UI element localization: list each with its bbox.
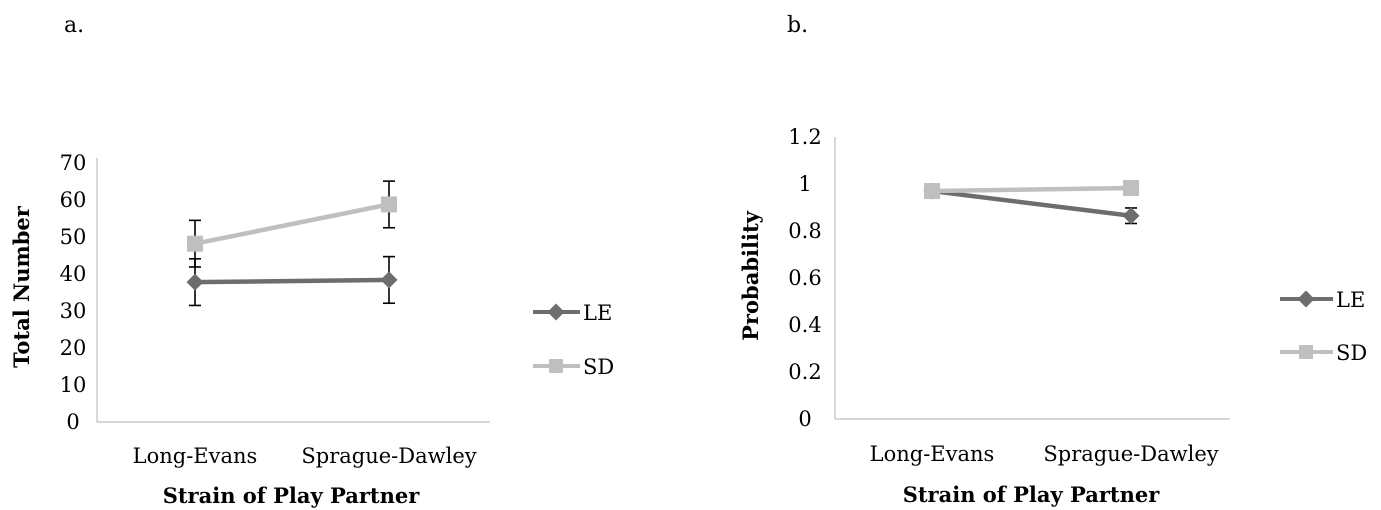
series-line-sd xyxy=(931,185,1132,194)
series-line-le xyxy=(194,277,390,285)
legend-marker-sd-a xyxy=(549,359,563,373)
legend-b: LE SD xyxy=(1280,288,1367,365)
x-tick-label-sprague-dawley-a: Sprague-Dawley xyxy=(301,444,476,468)
panel-b: b. 0 0.2 0.4 0.6 0.8 1 1.2 Long-Evans Sprague-… xyxy=(738,13,1367,507)
y-tick-label: 10 xyxy=(60,373,87,397)
y-tick-label: 20 xyxy=(60,336,87,360)
legend-label-le-b: LE xyxy=(1336,288,1365,312)
y-axis-title-a: Total Number xyxy=(9,205,34,368)
markers-a xyxy=(186,196,398,291)
series-line-sd xyxy=(194,202,390,246)
y-tick-label: 0 xyxy=(798,407,811,431)
panel-label-b: b. xyxy=(787,13,808,38)
data-point-sd xyxy=(924,183,940,200)
y-tick-label: 1 xyxy=(798,172,811,196)
x-tick-label-sprague-dawley-b: Sprague-Dawley xyxy=(1043,442,1218,466)
legend-label-le-a: LE xyxy=(583,301,612,325)
legend-marker-sd-b xyxy=(1299,345,1313,359)
y-tick-label: 60 xyxy=(60,188,87,212)
legend-a: LE SD xyxy=(533,301,614,379)
y-tick-labels-b: 0 0.2 0.4 0.6 0.8 1 1.2 xyxy=(788,125,821,431)
y-tick-label: 0.4 xyxy=(788,313,821,337)
y-tick-labels-a: 0 10 20 30 40 50 60 70 xyxy=(60,151,87,434)
panel-label-a: a. xyxy=(64,13,84,38)
x-axis-title-a: Strain of Play Partner xyxy=(163,483,421,508)
x-tick-label-long-evans-b: Long-Evans xyxy=(870,442,995,466)
y-tick-label: 0.6 xyxy=(788,266,821,290)
data-point-le xyxy=(186,273,204,291)
y-tick-label: 50 xyxy=(60,225,87,249)
y-tick-label: 1.2 xyxy=(788,125,821,149)
y-tick-label: 70 xyxy=(60,151,87,175)
y-tick-label: 0.8 xyxy=(788,219,821,243)
y-tick-label: 0 xyxy=(66,410,79,434)
legend-label-sd-b: SD xyxy=(1336,341,1367,365)
x-tick-label-long-evans-a: Long-Evans xyxy=(133,444,258,468)
y-tick-label: 30 xyxy=(60,299,87,323)
y-tick-label: 0.2 xyxy=(788,360,821,384)
y-tick-label: 40 xyxy=(60,262,87,286)
data-point-sd xyxy=(381,196,397,213)
data-point-le xyxy=(380,271,398,289)
series-lines-a xyxy=(194,202,390,285)
data-point-le xyxy=(1122,207,1140,225)
data-point-sd xyxy=(187,235,203,252)
error-bars-a xyxy=(189,180,395,307)
legend-marker-le-b xyxy=(1297,290,1315,308)
x-axis-title-b: Strain of Play Partner xyxy=(903,482,1161,507)
series-lines-b xyxy=(931,185,1132,218)
series-line-le xyxy=(931,188,1132,218)
legend-marker-le-a xyxy=(547,303,565,321)
y-axis-title-b: Probability xyxy=(738,210,763,340)
data-point-sd xyxy=(1123,179,1139,196)
legend-label-sd-a: SD xyxy=(583,355,614,379)
panel-a: a. 0 10 20 30 40 50 60 70 Long-Evans Sprague-Da… xyxy=(9,13,614,508)
